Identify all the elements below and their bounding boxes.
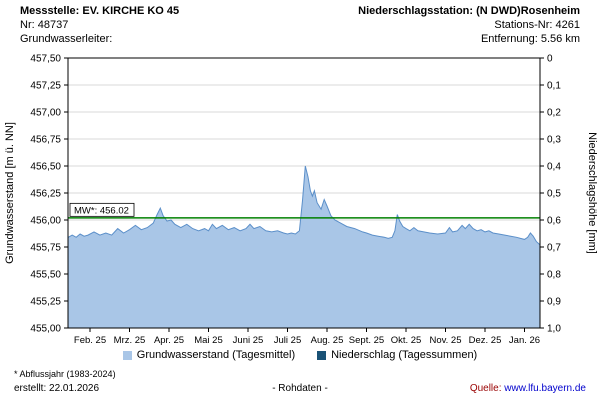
y-axis-left-label: 456,25 xyxy=(30,189,61,200)
y-axis-right-label: 0,7 xyxy=(547,243,561,254)
precipitation-legend-swatch xyxy=(317,350,327,360)
plot-border xyxy=(67,57,541,329)
groundwater-area-series xyxy=(68,166,540,328)
groundwater-line-series xyxy=(68,165,541,246)
y-axis-left-label: 455,75 xyxy=(30,243,61,254)
precipitation-station-number: Stations-Nr: 4261 xyxy=(494,19,580,31)
header: Messstelle: EV. KIRCHE KO 45 Nr: 48737 G… xyxy=(20,4,580,46)
y-axis-right-label: 0,5 xyxy=(547,189,561,200)
x-axis-label: Dez. 25 xyxy=(469,335,502,346)
y-axis-left-title: Grundwasserstand [m ü. NN] xyxy=(4,122,16,264)
legend-item-precipitation: Niederschlag (Tagessummen) xyxy=(317,349,477,361)
source-label: Quelle: xyxy=(469,383,502,394)
measuring-station-block: Messstelle: EV. KIRCHE KO 45 Nr: 48737 G… xyxy=(20,4,179,46)
groundwater-legend-swatch xyxy=(122,350,132,360)
y-axis-left-label: 456,75 xyxy=(30,135,61,146)
y-axis-right-label: 0,8 xyxy=(547,270,561,281)
x-axis-label: Mai 25 xyxy=(194,335,223,346)
x-axis-label: Aug. 25 xyxy=(311,335,344,346)
y-axis-right-label: 0,1 xyxy=(547,81,561,92)
distance-value: Entfernung: 5.56 km xyxy=(480,33,580,45)
mean-water-label-box xyxy=(69,202,135,217)
y-axis-right-label: 0,3 xyxy=(547,135,561,146)
x-axis-label: Feb. 25 xyxy=(74,335,106,346)
y-axis-left-label: 455,50 xyxy=(30,270,61,281)
groundwater-chart: 457,50 0 457,25 0,1 457,00 0,2 456,75 0,3 456,50… xyxy=(4,54,598,347)
source: Quelle: www.lfu.bayern.de xyxy=(470,383,586,394)
precipitation-station-block: Niederschlagsstation: (N DWD)Rosenheim S… xyxy=(358,4,580,46)
aquifer-label: Grundwasserleiter: xyxy=(20,33,113,45)
y-axis-right-label: 0,4 xyxy=(547,162,561,173)
x-axis-label: Mrz. 25 xyxy=(114,335,146,346)
y-axis-left-label: 456,00 xyxy=(30,216,61,227)
y-axis-right-label: 0 xyxy=(547,54,553,65)
footer-row: erstellt: 22.01.2026 - Rohdaten - Quelle… xyxy=(14,383,586,394)
x-axis-label: Okt. 25 xyxy=(391,335,422,346)
y-axis-right-label: 0,2 xyxy=(547,108,561,119)
y-axis-right-label: 1,0 xyxy=(547,324,561,335)
footnote-discharge-year: * Abflussjahr (1983-2024) xyxy=(14,369,116,379)
y-axis-right-label: 0,9 xyxy=(547,297,561,308)
station-number: Nr: 48737 xyxy=(20,19,69,31)
groundwater-legend-label: Grundwasserstand (Tagesmittel) xyxy=(136,349,296,361)
x-axis-label: Jan. 26 xyxy=(509,335,540,346)
y-axis-left-label: 457,50 xyxy=(30,54,61,65)
precipitation-station-title: Niederschlagsstation: (N DWD)Rosenheim xyxy=(358,5,580,17)
x-axis-label: Juli 25 xyxy=(274,335,301,346)
source-link[interactable]: www.lfu.bayern.de xyxy=(504,383,586,394)
y-axis-left-label: 457,25 xyxy=(30,81,61,92)
x-axis-label: Apr. 25 xyxy=(154,335,184,346)
chart-legend: Grundwasserstand (Tagesmittel) Niedersch… xyxy=(0,349,600,361)
y-axis-right-label: 0,6 xyxy=(547,216,561,227)
y-axis-left-label: 457,00 xyxy=(30,108,61,119)
x-axis-label: Nov. 25 xyxy=(429,335,461,346)
y-axis-left-label: 456,50 xyxy=(30,162,61,173)
y-axis-right-title: Niederschlagshöhe [mm] xyxy=(586,132,598,254)
data-status: - Rohdaten - xyxy=(272,383,328,394)
x-axis-label: Sept. 25 xyxy=(349,335,384,346)
station-title: Messstelle: EV. KIRCHE KO 45 xyxy=(20,5,180,17)
precipitation-legend-label: Niederschlag (Tagessummen) xyxy=(331,349,478,361)
x-axis-label: Juni 25 xyxy=(233,335,264,346)
y-axis-left-label: 455,00 xyxy=(30,324,61,335)
legend-item-groundwater: Grundwasserstand (Tagesmittel) xyxy=(122,349,296,361)
mean-water-label: MW*: 456.02 xyxy=(74,205,129,216)
y-axis-left-label: 455,25 xyxy=(30,297,61,308)
created-date: erstellt: 22.01.2026 xyxy=(14,383,100,394)
